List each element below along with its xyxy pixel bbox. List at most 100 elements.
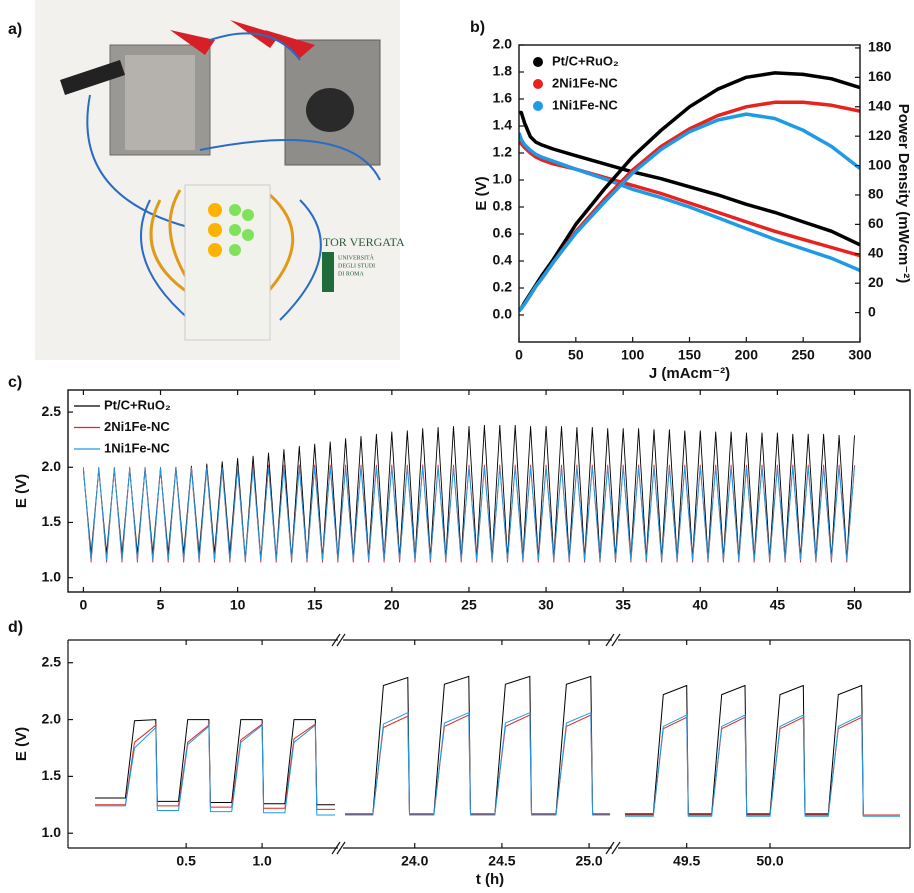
logo-mark: [322, 252, 334, 292]
led: [242, 209, 254, 221]
y2-tick-label: 0: [868, 303, 876, 319]
series-line: [82, 464, 855, 563]
cell-window: [306, 88, 354, 132]
logo-line: UNIVERSITÀ: [338, 253, 375, 261]
axis-break: [611, 841, 621, 855]
series-line: [345, 675, 610, 815]
legend-label: 1Ni1Fe-NC: [104, 440, 170, 455]
led: [208, 223, 222, 237]
x-tick-label: 35: [615, 597, 631, 613]
axis-break: [611, 633, 621, 647]
breadboard: [184, 184, 271, 341]
led: [208, 243, 222, 257]
x-tick-label: 0.5: [176, 853, 196, 869]
clip-black: [60, 60, 125, 95]
series-line: [625, 716, 900, 816]
y-tick-label: 2.0: [493, 36, 513, 52]
plot-area: [519, 71, 860, 313]
series-line: [95, 719, 335, 806]
x-tick-label: 50: [568, 347, 584, 363]
y-tick-label: 0.4: [493, 252, 513, 268]
y-axis-title: E (V): [13, 474, 30, 508]
x-tick-label: 5: [157, 597, 165, 613]
series-line: [519, 110, 860, 247]
x-tick-label: 30: [538, 597, 554, 613]
series-line: [82, 424, 855, 560]
y2-tick-label: 60: [868, 215, 884, 231]
series-line: [345, 714, 610, 815]
y-tick-label: 0.2: [493, 279, 513, 295]
y-tick-label: 1.0: [42, 824, 62, 840]
x-tick-label: 300: [848, 347, 872, 363]
legend-label: 2Ni1Fe-NC: [104, 419, 170, 434]
x-tick-label: 10: [230, 597, 246, 613]
logo-line: DEGLI STUDI: [338, 263, 375, 269]
x-tick-label: 25: [461, 597, 477, 613]
x-tick-label: 25.0: [575, 853, 602, 869]
x-tick-label: 50: [847, 597, 863, 613]
axis-break: [605, 633, 615, 647]
x-tick-label: 250: [791, 347, 815, 363]
y-tick-label: 2.5: [42, 653, 62, 669]
y-tick-label: 2.0: [42, 710, 62, 726]
led: [208, 203, 222, 217]
y-axis-title: E (V): [13, 727, 30, 761]
panel-label: d): [8, 619, 23, 636]
axis-break: [336, 633, 346, 647]
y-tick-label: 0.0: [493, 306, 513, 322]
series-line: [519, 112, 860, 313]
y-tick-label: 1.2: [493, 144, 513, 160]
y-tick-label: 1.5: [42, 513, 62, 529]
y-tick-label: 2.0: [42, 458, 62, 474]
plot-frame: [67, 389, 911, 593]
legend-label: 2Ni1Fe-NC: [552, 75, 618, 90]
x-tick-label: 150: [678, 347, 702, 363]
y2-axis-title: Power Density (mWcm⁻²): [895, 104, 912, 284]
x-tick-label: 0: [80, 597, 88, 613]
plot-area: [82, 424, 855, 563]
series-line: [625, 684, 900, 816]
x-axis-title: J (mAcm⁻²): [649, 365, 730, 382]
legend-marker: [533, 79, 543, 89]
x-axis-title: t (h): [476, 871, 504, 888]
axis-break: [605, 841, 615, 855]
x-tick-label: 49.5: [673, 853, 700, 869]
x-tick-label: 200: [735, 347, 759, 363]
y2-tick-label: 100: [868, 156, 892, 172]
series-line: [95, 723, 335, 810]
led: [242, 229, 254, 241]
x-tick-label: 20: [384, 597, 400, 613]
y2-tick-label: 20: [868, 274, 884, 290]
y-tick-label: 2.5: [42, 403, 62, 419]
series-line: [345, 711, 610, 816]
axis-break: [336, 841, 346, 855]
led: [229, 244, 241, 256]
y-tick-label: 0.8: [493, 198, 513, 214]
wires: [86, 32, 381, 321]
legend-label: 1Ni1Fe-NC: [552, 97, 618, 112]
clips: [170, 20, 315, 58]
y-tick-label: 0.6: [493, 225, 513, 241]
axis-break: [331, 841, 341, 855]
series-line: [625, 714, 900, 817]
y-tick-label: 1.5: [42, 767, 62, 783]
legend-marker: [533, 57, 543, 67]
cell-plate: [125, 55, 195, 150]
x-tick-label: 24.5: [488, 853, 515, 869]
panel-label: a): [8, 21, 22, 38]
legend-marker: [533, 101, 543, 111]
legend-label: Pt/C+RuO₂: [104, 397, 171, 412]
logo-line: DI ROMA: [338, 271, 365, 277]
y2-tick-label: 40: [868, 244, 884, 260]
panel-label: c): [8, 374, 22, 391]
x-tick-label: 45: [770, 597, 786, 613]
series-line: [519, 140, 860, 258]
x-tick-label: 1.0: [252, 853, 272, 869]
x-tick-label: 24.0: [401, 853, 428, 869]
logo-title: TOR VERGATA: [323, 235, 405, 249]
y-axis-title: E (V): [473, 176, 490, 210]
y2-tick-label: 180: [868, 39, 892, 55]
x-tick-label: 15: [307, 597, 323, 613]
led: [229, 204, 241, 216]
